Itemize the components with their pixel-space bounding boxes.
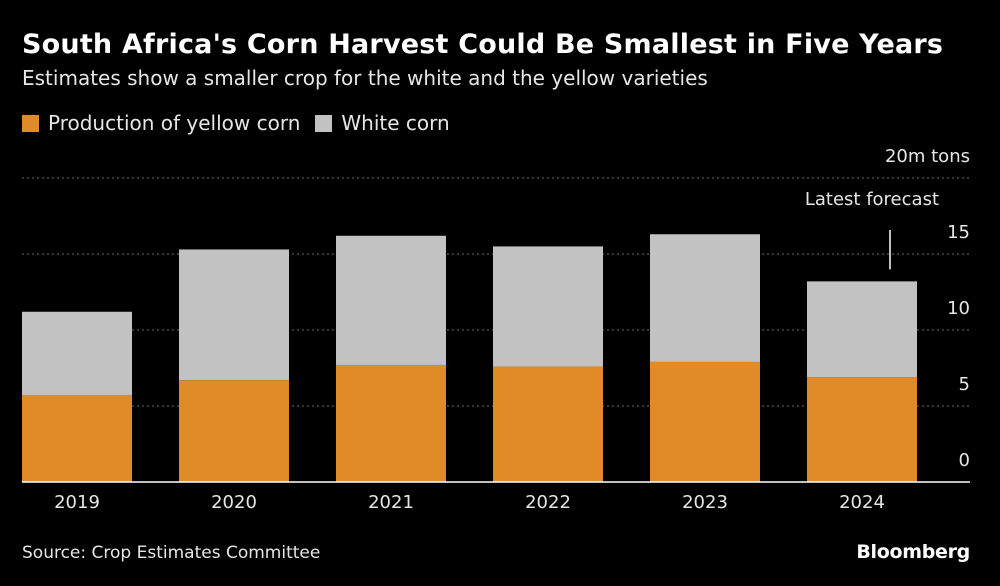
x-tick-label-2021: 2021 bbox=[368, 492, 414, 513]
legend: Production of yellow corn White corn bbox=[22, 111, 465, 135]
legend-swatch-white-corn bbox=[315, 114, 333, 132]
y-tick-label-15: 15 bbox=[947, 222, 970, 243]
legend-swatch-yellow-corn bbox=[22, 114, 39, 132]
bloomberg-logo: Bloomberg bbox=[856, 541, 970, 563]
source-note: Source: Crop Estimates Committee bbox=[22, 543, 321, 563]
bar-yellow-2020 bbox=[179, 380, 289, 482]
chart-title: South Africa's Corn Harvest Could Be Sma… bbox=[22, 29, 944, 60]
bar-yellow-2023 bbox=[650, 361, 760, 482]
bar-white-2019 bbox=[22, 311, 132, 396]
x-tick-label-2020: 2020 bbox=[211, 492, 257, 513]
bar-yellow-2019 bbox=[22, 395, 132, 482]
annotation-label: Latest forecast bbox=[805, 189, 939, 210]
bar-white-2022 bbox=[493, 246, 603, 367]
y-tick-label-0: 0 bbox=[959, 450, 970, 471]
bar-white-2023 bbox=[650, 234, 760, 362]
y-unit-label: 20m tons bbox=[885, 146, 970, 167]
bar-yellow-2024 bbox=[807, 377, 917, 482]
bar-yellow-2022 bbox=[493, 366, 603, 482]
x-tick-label-2022: 2022 bbox=[525, 492, 571, 513]
legend-item-white-corn: White corn bbox=[315, 111, 450, 135]
bar-white-2024 bbox=[807, 281, 917, 378]
bar-white-2021 bbox=[336, 235, 446, 365]
legend-label-white-corn: White corn bbox=[341, 111, 450, 135]
x-tick-label-2023: 2023 bbox=[682, 492, 728, 513]
legend-item-yellow-corn: Production of yellow corn bbox=[22, 111, 300, 135]
chart-subtitle: Estimates show a smaller crop for the wh… bbox=[22, 66, 708, 90]
x-tick-label-2019: 2019 bbox=[54, 492, 100, 513]
x-tick-label-2024: 2024 bbox=[839, 492, 885, 513]
bar-white-2020 bbox=[179, 249, 289, 381]
y-tick-label-10: 10 bbox=[947, 298, 970, 319]
bar-yellow-2021 bbox=[336, 364, 446, 482]
legend-label-yellow-corn: Production of yellow corn bbox=[48, 111, 301, 135]
y-tick-label-5: 5 bbox=[959, 374, 970, 395]
